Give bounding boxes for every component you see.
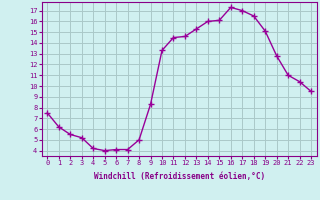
- X-axis label: Windchill (Refroidissement éolien,°C): Windchill (Refroidissement éolien,°C): [94, 172, 265, 181]
